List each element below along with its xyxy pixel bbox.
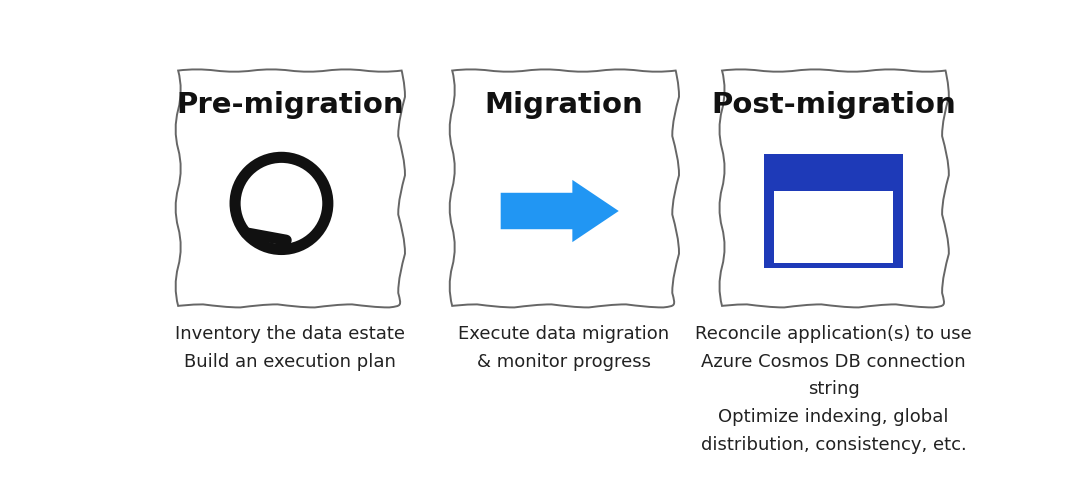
Text: Inventory the data estate
Build an execution plan: Inventory the data estate Build an execu… <box>175 325 405 371</box>
Text: Reconcile application(s) to use
Azure Cosmos DB connection
string: Reconcile application(s) to use Azure Co… <box>695 325 972 398</box>
PathPatch shape <box>449 70 679 308</box>
PathPatch shape <box>175 70 405 308</box>
Text: Post-migration: Post-migration <box>712 91 956 119</box>
FancyBboxPatch shape <box>775 191 893 263</box>
FancyBboxPatch shape <box>764 154 903 268</box>
Text: Pre-migration: Pre-migration <box>176 91 404 119</box>
Text: Migration: Migration <box>484 91 643 119</box>
Text: Optimize indexing, global
distribution, consistency, etc.: Optimize indexing, global distribution, … <box>701 408 966 454</box>
Text: Execute data migration
& monitor progress: Execute data migration & monitor progres… <box>458 325 669 371</box>
PathPatch shape <box>719 70 949 308</box>
Polygon shape <box>500 180 619 242</box>
